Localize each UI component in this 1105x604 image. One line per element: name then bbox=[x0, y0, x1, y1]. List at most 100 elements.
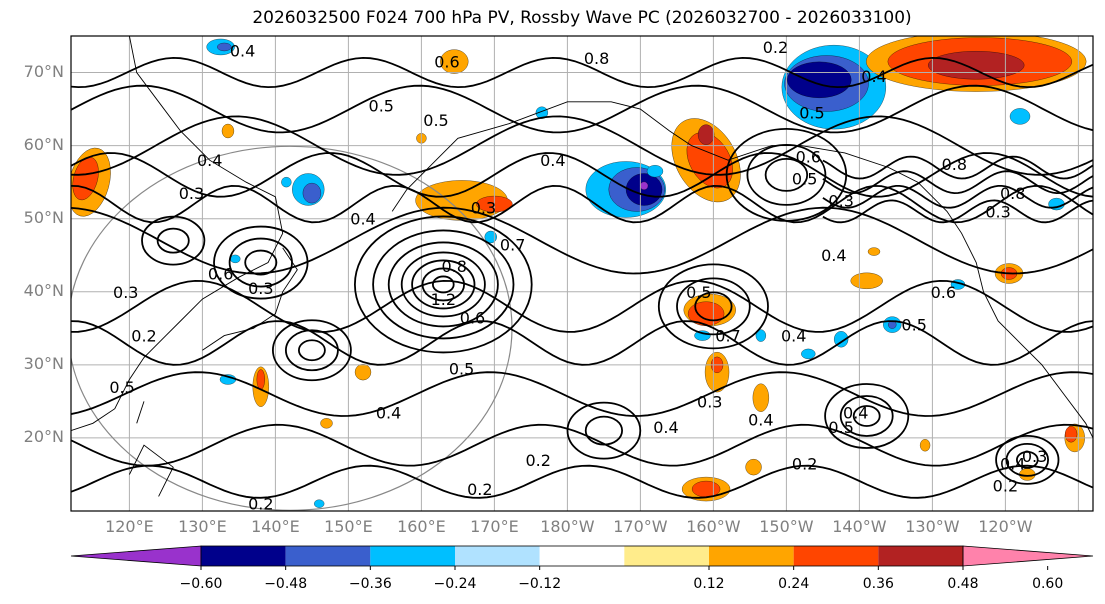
plot-area: 0.40.6 0.80.20.40.50.50.40.50.30.40.30.70… bbox=[71, 36, 1093, 514]
contour-label-5: 0.5 bbox=[369, 96, 394, 115]
contour-label-13: 0.8 bbox=[442, 257, 467, 276]
contour-ring-0-4 bbox=[387, 241, 499, 328]
shading-blob-12 bbox=[697, 124, 715, 145]
coastline-3 bbox=[691, 145, 1093, 439]
contour-line-10 bbox=[71, 184, 1093, 224]
contour-label-44: 0.5 bbox=[901, 316, 926, 335]
shading-blob-47 bbox=[320, 418, 333, 429]
contour-line-3 bbox=[71, 206, 1093, 275]
contour-line-14 bbox=[822, 199, 1093, 224]
contour-label-14: 1.2 bbox=[431, 290, 456, 309]
contour-label-36: 0.4 bbox=[821, 246, 846, 265]
colorbar-tick-label: −0.60 bbox=[179, 576, 223, 592]
contour-label-11: 0.3 bbox=[471, 199, 496, 218]
colorbar-tick-label: −0.48 bbox=[264, 576, 308, 592]
colorbar-frame bbox=[200, 545, 964, 567]
lon-tick-label: 170°W bbox=[613, 517, 668, 536]
shading-blob-35 bbox=[834, 331, 849, 348]
colorbar-extend-low bbox=[70, 545, 202, 567]
coastline-4 bbox=[640, 108, 692, 146]
colorbar-tick-label: 0.36 bbox=[862, 576, 894, 592]
contour-ring-0-1 bbox=[421, 267, 465, 302]
contour-label-27: 0.2 bbox=[467, 480, 492, 499]
contour-line-8 bbox=[71, 464, 1093, 499]
contour-label-28: 0.2 bbox=[248, 495, 273, 514]
colorbar-tick-label: −0.36 bbox=[348, 576, 392, 592]
contour-label-10: 0.4 bbox=[197, 151, 222, 170]
contour-line-13 bbox=[822, 185, 1093, 209]
contour-line-12 bbox=[822, 170, 1093, 195]
contour-label-46: 0.2 bbox=[993, 476, 1018, 495]
contour-ring-4-0 bbox=[852, 405, 881, 427]
contour-ring-7-1 bbox=[746, 143, 827, 206]
lon-tick-label: 150°W bbox=[759, 517, 814, 536]
coastline-2 bbox=[391, 101, 641, 212]
colorbar-box-3 bbox=[370, 546, 455, 566]
lon-tick-label: 160°E bbox=[397, 517, 446, 536]
shading-blob-23 bbox=[484, 230, 497, 244]
lon-tick-label: 140°W bbox=[832, 517, 887, 536]
pv-contours bbox=[71, 56, 1093, 499]
contour-ring-0-3 bbox=[400, 251, 486, 318]
colorbar-tick-label: 0.48 bbox=[947, 576, 979, 592]
contour-label-8: 0.5 bbox=[799, 104, 824, 123]
plot-frame bbox=[70, 35, 1094, 512]
shading-blob-37 bbox=[1009, 108, 1031, 125]
contour-label-22: 0.4 bbox=[376, 403, 401, 422]
contour-label-23: 0.5 bbox=[449, 360, 474, 379]
shading-blob-45 bbox=[256, 369, 265, 390]
contour-label-9: 0.3 bbox=[179, 184, 204, 203]
contour-label-32: 0.4 bbox=[781, 327, 806, 346]
contour-ring-2-2 bbox=[213, 225, 309, 300]
contour-ring-3-2 bbox=[657, 263, 769, 350]
shading-blob-59 bbox=[801, 348, 816, 360]
contour-label-33: 0.2 bbox=[792, 455, 817, 474]
shading-blob-15 bbox=[787, 61, 852, 98]
lat-tick-label: 30°N bbox=[23, 353, 64, 373]
contour-ring-2-0 bbox=[244, 249, 278, 276]
contour-line-11 bbox=[822, 155, 1093, 180]
contour-label-20: 0.2 bbox=[131, 327, 156, 346]
contour-ring-6-0 bbox=[584, 415, 624, 446]
shading-blob-57 bbox=[314, 499, 325, 508]
contour-label-30: 0.7 bbox=[715, 327, 740, 346]
contour-label-7: 0.4 bbox=[540, 151, 565, 170]
shading-blob-53 bbox=[919, 439, 931, 452]
colorbar-box-9 bbox=[878, 546, 963, 566]
contour-label-2: 0.8 bbox=[584, 49, 609, 68]
lat-tick-label: 20°N bbox=[23, 426, 64, 446]
shading-blob-36 bbox=[850, 272, 883, 289]
colorbar bbox=[70, 545, 1094, 570]
colorbar-box-8 bbox=[793, 546, 879, 566]
lon-tick-label: 130°E bbox=[178, 517, 227, 536]
contour-label-16: 0.4 bbox=[350, 210, 375, 229]
contour-label-21: 0.5 bbox=[109, 378, 134, 397]
contour-ring-7-0 bbox=[764, 157, 809, 192]
contour-label-26: 0.2 bbox=[525, 451, 550, 470]
contour-ring-8-0 bbox=[156, 227, 190, 254]
contour-ring-5-2 bbox=[995, 434, 1060, 485]
contour-label-38: 0.6 bbox=[796, 148, 821, 167]
lat-tick-label: 70°N bbox=[23, 61, 64, 81]
coastlines bbox=[71, 36, 1093, 497]
shading-blob-55 bbox=[867, 247, 881, 256]
lat-tick-label: 40°N bbox=[23, 280, 64, 300]
contour-label-4: 0.4 bbox=[861, 67, 886, 86]
contour-ring-7-2 bbox=[725, 127, 848, 222]
contour-label-3: 0.2 bbox=[763, 38, 788, 57]
contour-label-34: 0.5 bbox=[828, 418, 853, 437]
contour-line-5 bbox=[71, 320, 1093, 366]
contour-label-35: 0.4 bbox=[843, 403, 868, 422]
colorbar-tick-label: 0.24 bbox=[778, 576, 810, 592]
contour-line-6 bbox=[71, 371, 1093, 417]
contour-label-0: 0.4 bbox=[230, 42, 255, 61]
shading-blob-19 bbox=[440, 49, 469, 74]
colorbar-box-7 bbox=[709, 546, 794, 566]
contour-ring-3-0 bbox=[694, 291, 733, 322]
colorbar-box-5 bbox=[539, 546, 625, 566]
contour-labels: 0.40.6 0.80.20.40.50.50.40.50.30.40.30.70… bbox=[109, 38, 1047, 514]
shading-blob-42 bbox=[1064, 426, 1078, 443]
contour-label-45: 0.3 bbox=[1022, 447, 1047, 466]
contour-ring-5-1 bbox=[1005, 442, 1050, 477]
